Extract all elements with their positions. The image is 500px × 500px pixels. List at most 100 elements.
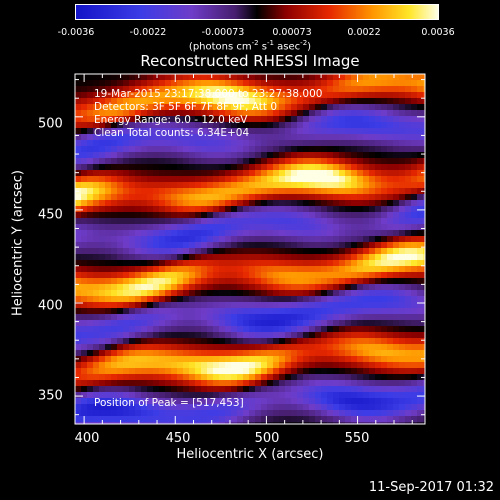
heatmap-cell bbox=[135, 230, 142, 237]
heatmap-cell bbox=[279, 182, 286, 189]
heatmap-cell bbox=[87, 332, 94, 339]
heatmap-cell bbox=[315, 110, 322, 117]
heatmap-cell bbox=[135, 188, 142, 195]
heatmap-cell bbox=[255, 296, 262, 303]
heatmap-cell bbox=[93, 374, 100, 381]
heatmap-cell bbox=[321, 290, 328, 297]
heatmap-cell bbox=[153, 242, 160, 249]
heatmap-cell bbox=[225, 260, 232, 267]
heatmap-cell bbox=[147, 290, 154, 297]
heatmap-cell bbox=[213, 182, 220, 189]
heatmap-cell bbox=[357, 182, 364, 189]
heatmap-cell bbox=[243, 212, 250, 219]
heatmap-cell bbox=[255, 218, 262, 225]
heatmap-cell bbox=[261, 356, 268, 363]
heatmap-cell bbox=[81, 278, 88, 285]
heatmap-cell bbox=[231, 362, 238, 369]
heatmap-cell bbox=[411, 410, 418, 417]
heatmap-cell bbox=[339, 116, 346, 123]
heatmap-cell bbox=[363, 230, 370, 237]
heatmap-cell bbox=[99, 314, 106, 321]
heatmap-cell bbox=[117, 242, 124, 249]
heatmap-cell bbox=[315, 350, 322, 357]
heatmap-cell bbox=[105, 422, 112, 425]
heatmap-cell bbox=[255, 188, 262, 195]
heatmap-cell bbox=[369, 260, 376, 267]
heatmap-cell bbox=[363, 92, 370, 99]
heatmap-cell bbox=[75, 260, 82, 267]
heatmap-cell bbox=[183, 140, 190, 147]
heatmap-cell bbox=[297, 116, 304, 123]
heatmap-cell bbox=[249, 248, 256, 255]
heatmap-cell bbox=[231, 266, 238, 273]
heatmap-cell bbox=[423, 122, 426, 129]
heatmap-cell bbox=[369, 200, 376, 207]
heatmap-cell bbox=[189, 374, 196, 381]
heatmap-cell bbox=[111, 146, 118, 153]
heatmap-cell bbox=[363, 404, 370, 411]
heatmap-cell bbox=[399, 122, 406, 129]
heatmap-cell bbox=[297, 374, 304, 381]
heatmap-cell bbox=[417, 308, 424, 315]
heatmap-cell bbox=[207, 80, 214, 87]
heatmap-cell bbox=[405, 254, 412, 261]
heatmap-cell bbox=[189, 176, 196, 183]
heatmap-cell bbox=[357, 422, 364, 425]
colorbar-unit-label: (photons cm-2 s-1 asec-2) bbox=[188, 39, 312, 53]
heatmap-cell bbox=[279, 368, 286, 375]
heatmap-cell bbox=[387, 194, 394, 201]
heatmap-cell bbox=[357, 122, 364, 129]
heatmap-cell bbox=[231, 290, 238, 297]
heatmap-cell bbox=[285, 110, 292, 117]
heatmap-cell bbox=[345, 254, 352, 261]
heatmap-cell bbox=[363, 134, 370, 141]
heatmap-cell bbox=[255, 272, 262, 279]
heatmap-cell bbox=[207, 134, 214, 141]
heatmap-cell bbox=[201, 296, 208, 303]
heatmap-cell bbox=[219, 74, 226, 81]
heatmap-cell bbox=[213, 122, 220, 129]
heatmap-cell bbox=[363, 374, 370, 381]
heatmap-cell bbox=[243, 176, 250, 183]
heatmap-cell bbox=[213, 134, 220, 141]
heatmap-cell bbox=[237, 224, 244, 231]
heatmap-cell bbox=[327, 338, 334, 345]
heatmap-cell bbox=[261, 320, 268, 327]
heatmap-cell bbox=[423, 392, 426, 399]
heatmap-cell bbox=[147, 86, 154, 93]
heatmap-cell bbox=[345, 74, 352, 81]
heatmap-cell bbox=[141, 332, 148, 339]
heatmap-cell bbox=[213, 128, 220, 135]
heatmap-cell bbox=[225, 296, 232, 303]
heatmap-cell bbox=[423, 260, 426, 267]
heatmap-cell bbox=[339, 182, 346, 189]
heatmap-cell bbox=[207, 332, 214, 339]
heatmap-cell bbox=[363, 254, 370, 261]
heatmap-cell bbox=[291, 362, 298, 369]
heatmap-cell bbox=[405, 410, 412, 417]
heatmap-cell bbox=[375, 158, 382, 165]
heatmap-cell bbox=[267, 278, 274, 285]
heatmap-cell bbox=[285, 224, 292, 231]
heatmap-cell bbox=[417, 98, 424, 105]
heatmap-cell bbox=[381, 140, 388, 147]
heatmap-cell bbox=[363, 266, 370, 273]
heatmap-cell bbox=[153, 134, 160, 141]
heatmap-cell bbox=[135, 152, 142, 159]
heatmap-cell bbox=[255, 176, 262, 183]
heatmap-cell bbox=[345, 140, 352, 147]
heatmap-cell bbox=[81, 410, 88, 417]
heatmap-cell bbox=[81, 164, 88, 171]
heatmap-cell bbox=[333, 356, 340, 363]
heatmap-cell bbox=[315, 398, 322, 405]
heatmap-cell bbox=[243, 416, 250, 423]
heatmap-cell bbox=[213, 158, 220, 165]
heatmap-cell bbox=[321, 242, 328, 249]
heatmap-cell bbox=[309, 302, 316, 309]
heatmap-cell bbox=[339, 194, 346, 201]
heatmap-cell bbox=[393, 356, 400, 363]
heatmap-cell bbox=[243, 98, 250, 105]
heatmap-cell bbox=[399, 134, 406, 141]
heatmap-cell bbox=[375, 338, 382, 345]
heatmap-cell bbox=[135, 374, 142, 381]
